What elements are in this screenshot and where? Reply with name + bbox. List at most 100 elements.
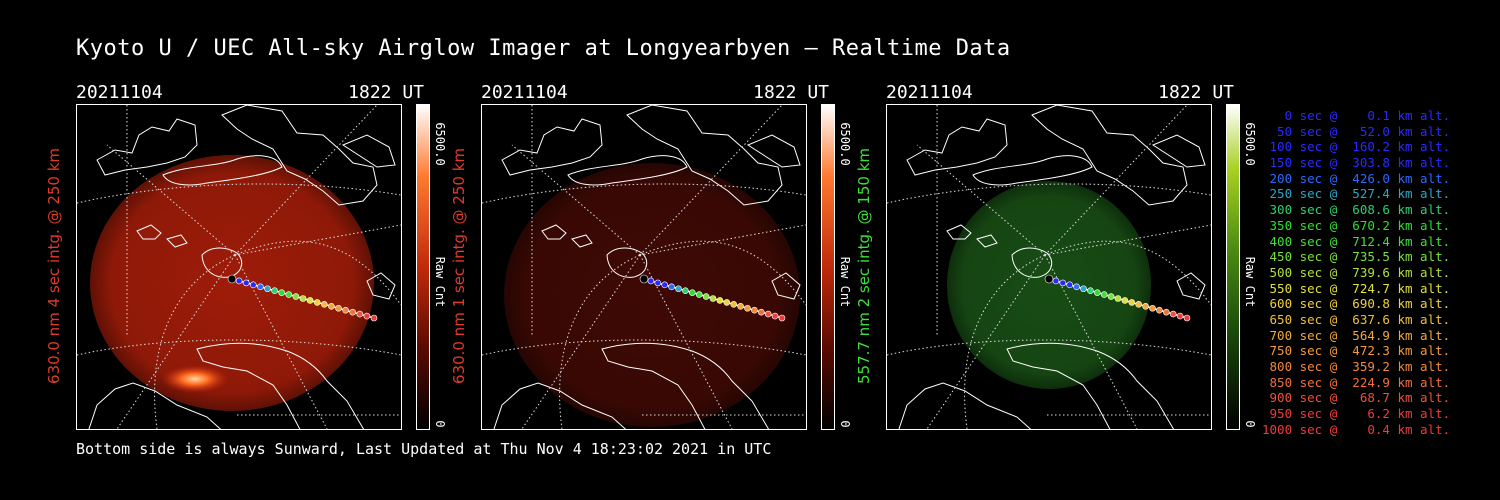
trajectory-point — [335, 304, 342, 312]
colorbar — [821, 104, 835, 430]
legend-row: 50 sec @ 52.0 km alt. — [1262, 123, 1451, 139]
trajectory-point — [737, 303, 744, 310]
coastline — [1031, 105, 1188, 206]
legend-row: 100 sec @ 160.2 km alt. — [1262, 139, 1451, 155]
colorbar-min-label: 0 — [1243, 420, 1257, 428]
trajectory-point — [257, 283, 264, 291]
trajectory-point — [363, 312, 371, 320]
legend-row: 250 sec @ 527.4 km alt. — [1262, 186, 1451, 202]
grid-line — [521, 254, 641, 429]
trajectory-point — [639, 274, 649, 284]
trajectory-point — [716, 297, 724, 304]
coastline — [196, 342, 365, 429]
colorbar-max-label: 6500.0 — [838, 122, 852, 166]
trajectory-point — [661, 281, 668, 289]
trajectory-point — [235, 277, 243, 285]
coastline — [162, 155, 283, 186]
coastline — [493, 382, 627, 429]
legend-row: 400 sec @ 712.4 km alt. — [1262, 233, 1451, 249]
coastline — [88, 382, 222, 429]
trajectory-point — [1059, 279, 1067, 287]
trajectory-point — [1100, 291, 1108, 298]
legend-row: 800 sec @ 359.2 km alt. — [1262, 359, 1451, 374]
allsky-image — [76, 104, 402, 430]
coastline — [1176, 272, 1206, 300]
coastline — [366, 272, 396, 300]
trajectory-point — [342, 306, 349, 314]
trajectory-point — [227, 274, 237, 284]
coastline — [626, 105, 783, 206]
coastline — [946, 224, 972, 240]
coastline — [976, 234, 998, 248]
trajectory-legend: 0 sec @ 0.1 km alt. 50 sec @ 52.0 km alt… — [1262, 108, 1451, 437]
coastline — [898, 382, 1032, 429]
allsky-panel-3: 20211104 1822 UT 557.7 nm 2 sec intg. @ 15… — [855, 82, 1257, 432]
trajectory-point — [654, 279, 662, 287]
grid-line — [511, 144, 641, 256]
legend-row: 650 sec @ 637.6 km alt. — [1262, 311, 1451, 327]
trajectory-point — [321, 301, 328, 308]
trajectory-point — [271, 287, 278, 294]
colorbar-unit-label: Raw Cnt — [433, 256, 447, 308]
trajectory-point — [1073, 283, 1080, 291]
colorbar-min-label: 0 — [838, 420, 852, 428]
grid-line — [639, 105, 783, 256]
trajectory-point — [744, 304, 751, 312]
legend-row: 0 sec @ 0.1 km alt. — [1262, 108, 1451, 123]
panel-date: 20211104 — [886, 82, 973, 103]
legend-row: 450 sec @ 735.5 km alt. — [1262, 249, 1451, 265]
colorbar — [416, 104, 430, 430]
trajectory-point — [306, 297, 314, 304]
grid-line — [1044, 224, 1211, 256]
legend-row: 1000 sec @ 0.4 km alt. — [1262, 421, 1451, 437]
footer-status: Bottom side is always Sunward, Last Upda… — [76, 440, 772, 458]
trajectory-point — [1142, 303, 1149, 310]
trajectory-point — [1044, 274, 1054, 284]
trajectory-point — [1149, 304, 1156, 312]
trajectory-point — [264, 285, 271, 293]
colorbar-unit-label: Raw Cnt — [1243, 256, 1257, 308]
coastline — [96, 118, 198, 176]
legend-row: 950 sec @ 6.2 km alt. — [1262, 406, 1451, 422]
trajectory-point — [764, 310, 772, 318]
coastline — [746, 134, 801, 168]
legend-row: 850 sec @ 224.9 km alt. — [1262, 374, 1451, 390]
trajectory-point — [349, 308, 357, 316]
trajectory-point — [299, 295, 307, 302]
trajectory-point — [370, 314, 378, 322]
trajectory-point — [1121, 297, 1129, 304]
coastline — [1151, 134, 1206, 168]
coastline — [972, 155, 1093, 186]
trajectory-point — [313, 299, 321, 306]
panel-time: 1822 UT — [1158, 82, 1234, 103]
trajectory-point — [730, 301, 737, 308]
coastline — [166, 234, 188, 248]
legend-row: 200 sec @ 426.0 km alt. — [1262, 170, 1451, 186]
trajectory-point — [751, 306, 758, 314]
trajectory-point — [689, 289, 696, 296]
panel-date: 20211104 — [481, 82, 568, 103]
trajectory-point — [278, 289, 285, 296]
trajectory-point — [1094, 289, 1101, 296]
trajectory-point — [1080, 285, 1087, 293]
coastline — [341, 134, 396, 168]
panel-date: 20211104 — [76, 82, 163, 103]
trajectory-point — [675, 285, 682, 293]
allsky-panel-1: 20211104 1822 UT 630.0 nm 4 sec intg. @ 25… — [45, 82, 447, 432]
legend-row: 550 sec @ 724.7 km alt. — [1262, 280, 1451, 296]
trajectory-point — [1052, 277, 1060, 285]
trajectory-point — [695, 291, 703, 298]
panel-wavelength-label: 557.7 nm 2 sec intg. @ 150 km — [855, 147, 873, 385]
panel-wavelength-label: 630.0 nm 4 sec intg. @ 250 km — [45, 147, 63, 385]
trajectory-point — [1162, 308, 1170, 316]
trajectory-point — [1176, 312, 1184, 320]
trajectory-point — [250, 281, 257, 289]
colorbar-unit-label: Raw Cnt — [838, 256, 852, 308]
coastline — [571, 234, 593, 248]
trajectory-point — [757, 308, 765, 316]
colorbar-max-label: 6500.0 — [433, 122, 447, 166]
legend-row: 750 sec @ 472.3 km alt. — [1262, 343, 1451, 359]
page-title: Kyoto U / UEC All-sky Airglow Imager at … — [76, 36, 1011, 61]
coastline — [501, 118, 603, 176]
trajectory-point — [1183, 314, 1191, 322]
